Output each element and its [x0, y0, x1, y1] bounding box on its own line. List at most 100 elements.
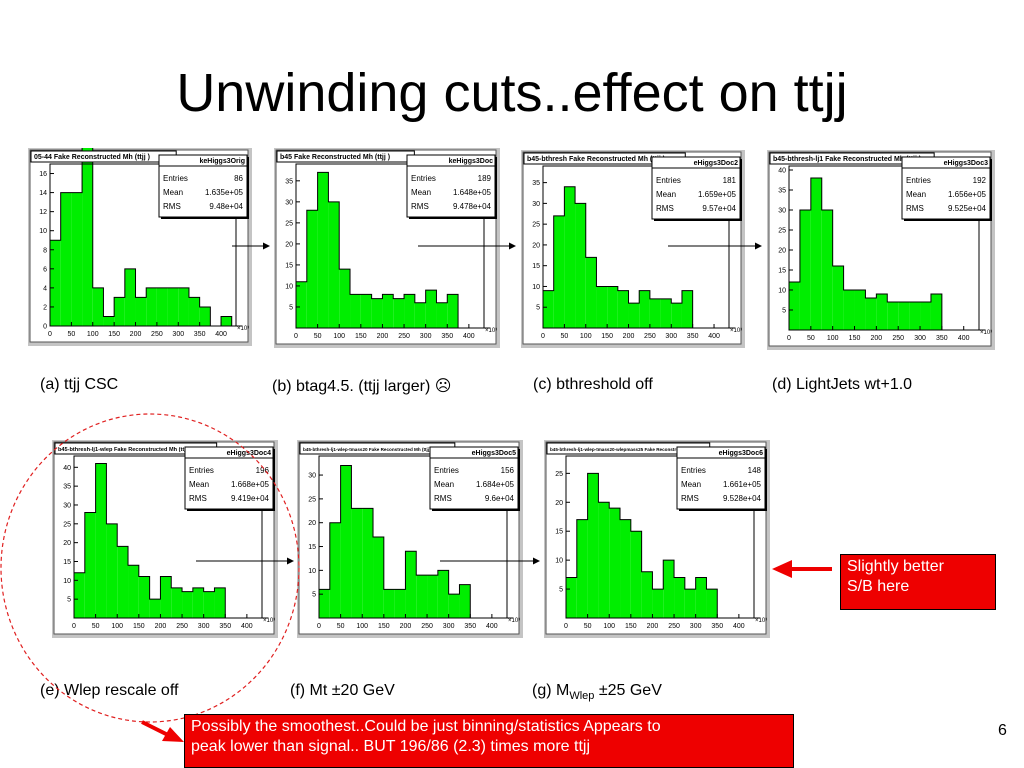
x-tick-label: 50: [560, 333, 568, 340]
y-tick-label: 5: [536, 305, 540, 312]
histogram-bar: [160, 576, 172, 618]
caption-f: (f) Mt ±20 GeV: [290, 682, 395, 699]
stats-label: Mean: [681, 480, 701, 489]
x-tick-label: 300: [172, 331, 184, 338]
stats-value: 9.478e+04: [453, 202, 492, 211]
histogram-bar: [82, 148, 93, 326]
x-axis-exponent: ×10³: [508, 618, 520, 624]
histogram-bar: [607, 286, 618, 328]
histogram-bar: [671, 303, 682, 328]
histogram-bar: [681, 290, 693, 328]
x-tick-label: 400: [486, 623, 498, 630]
x-tick-label: 0: [317, 623, 321, 630]
histogram-bar: [821, 210, 833, 330]
histogram-bar: [448, 594, 460, 618]
stats-box: [429, 446, 519, 510]
stats-value: 1.635e+05: [205, 188, 244, 197]
y-tick-label: 15: [63, 559, 71, 566]
histogram-bar: [221, 316, 232, 326]
histogram-bar: [663, 560, 675, 618]
histogram-bar: [405, 551, 417, 618]
stats-value: 156: [501, 466, 515, 475]
histogram-bar: [146, 287, 157, 326]
stats-value: 9.525e+04: [948, 204, 987, 213]
caption-b: (b) btag4.5. (ttjj larger) ☹: [272, 378, 452, 395]
histogram-outline: [565, 472, 761, 619]
histogram-title: b45-bthresh-lj1 Fake Reconstructed Mh (t…: [773, 156, 921, 163]
stats-name: eHiggs3Doc2: [694, 160, 738, 167]
x-tick-label: 0: [48, 331, 52, 338]
histogram-title: 05-44 Fake Reconstructed Mh (ttjj ): [34, 154, 150, 161]
stats-value: 9.6e+04: [485, 494, 515, 503]
y-tick-label: 10: [308, 568, 316, 575]
x-axis-exponent: ×10³: [980, 330, 992, 336]
y-tick-label: 20: [555, 500, 563, 507]
page-number: 6: [998, 722, 1007, 739]
histogram-bar: [182, 591, 193, 618]
y-tick-label: 10: [39, 228, 47, 235]
callout-slightly-better-line2: S/B here: [847, 578, 910, 595]
y-tick-label: 15: [555, 529, 563, 536]
x-tick-label: 250: [892, 335, 904, 342]
histogram-outline: [49, 148, 243, 327]
y-tick-label: 35: [778, 188, 786, 195]
dashed-highlight-circle: [0, 413, 300, 723]
histogram-bar: [317, 172, 329, 328]
histogram-bar: [414, 302, 426, 328]
y-tick-label: 0: [43, 324, 47, 331]
histogram-bar: [660, 298, 672, 328]
histogram-bar: [50, 240, 61, 326]
histogram-bar: [371, 298, 383, 328]
y-tick-label: 25: [308, 496, 316, 503]
x-tick-label: 400: [241, 623, 253, 630]
y-tick-label: 10: [63, 578, 71, 585]
arrow-bottom-shaft: [141, 720, 169, 737]
callout-slightly-better-line1: Slightly better: [847, 558, 944, 575]
stats-value: 181: [723, 176, 737, 185]
transition-arrow-head: [755, 242, 762, 250]
histogram-b: 0 50 100 150 200 250 300 350 400 ×10³ 5 10 15 20 25 30 3…: [274, 148, 500, 348]
y-tick-label: 10: [555, 558, 563, 565]
histogram-title: b45-bthresh-lj1-wlep-tmass20 Fake Recons…: [303, 447, 431, 452]
histogram-bar: [188, 297, 200, 326]
histogram-bar: [576, 519, 588, 618]
histogram-bar: [543, 290, 554, 328]
histogram-bar: [427, 575, 438, 618]
stats-box: [184, 446, 274, 510]
plot-frame: [788, 165, 980, 331]
x-tick-label: 50: [337, 623, 345, 630]
plot-frame: [73, 455, 263, 619]
caption-a: (a) ttjj CSC: [40, 376, 119, 393]
histogram-bar: [203, 591, 215, 618]
histogram-outline: [73, 463, 269, 619]
x-axis-exponent: ×10³: [485, 328, 497, 334]
slide-title: Unwinding cuts..effect on ttjj: [176, 63, 848, 123]
x-tick-label: 300: [914, 335, 926, 342]
histogram-bar: [416, 575, 428, 618]
y-tick-label: 20: [778, 248, 786, 255]
y-tick-label: 25: [285, 220, 293, 227]
stats-value: 196: [256, 466, 270, 475]
histogram-bar: [832, 266, 844, 330]
x-tick-label: 300: [690, 623, 702, 630]
histogram-bar: [373, 537, 384, 618]
x-tick-label: 100: [827, 335, 839, 342]
histogram-bar: [84, 512, 96, 618]
x-tick-label: 400: [215, 331, 227, 338]
stats-value: 192: [973, 176, 987, 185]
stats-label: Mean: [411, 188, 431, 197]
transition-arrow-head: [509, 242, 516, 250]
stats-label: Entries: [656, 176, 681, 185]
x-tick-label: 300: [443, 623, 455, 630]
histogram-bar: [393, 298, 405, 328]
stats-box: [901, 156, 991, 220]
x-tick-label: 250: [151, 331, 163, 338]
histogram-e: 0 50 100 150 200 250 300 350 400 ×10³ 5 10 15 20 25 30 3…: [52, 440, 278, 638]
y-tick-label: 25: [778, 228, 786, 235]
histogram-bar: [103, 316, 115, 326]
y-tick-label: 2: [43, 304, 47, 311]
stats-value: 9.48e+04: [209, 202, 243, 211]
histogram-bar: [810, 178, 822, 330]
histogram-bar: [641, 571, 653, 618]
histogram-bar: [843, 290, 855, 330]
